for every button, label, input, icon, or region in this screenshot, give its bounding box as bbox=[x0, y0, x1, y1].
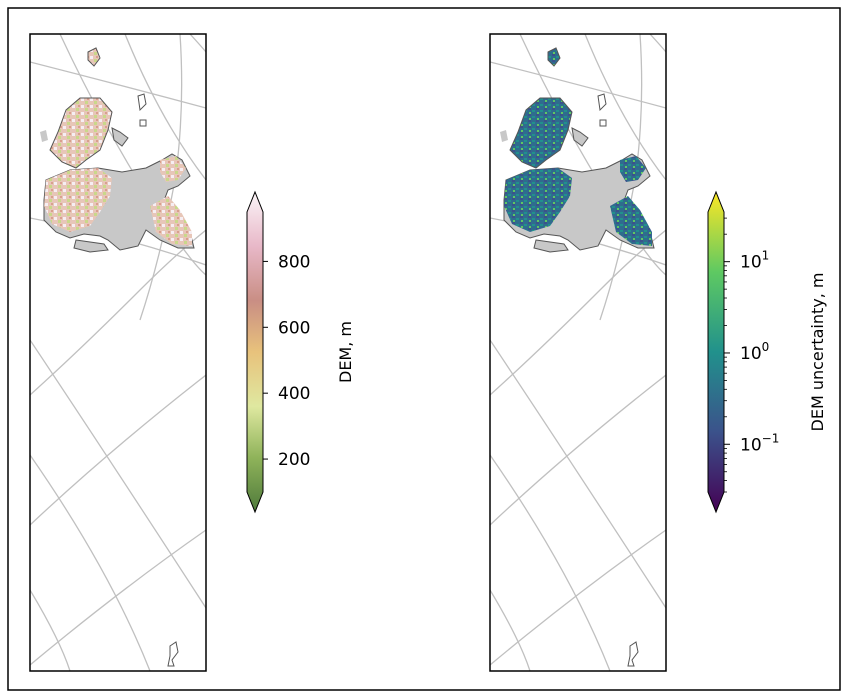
dem-colorbar-body bbox=[246, 190, 264, 514]
dem-map-frame bbox=[29, 33, 207, 672]
tick-label-base: 10 bbox=[740, 344, 762, 364]
dem-colorbar-tick-label: 200 bbox=[278, 450, 310, 470]
uncertainty-colorbar-tick-label: 101 bbox=[740, 249, 769, 273]
dem-colorbar-ticks: 200 400 600 800 bbox=[263, 252, 310, 470]
tick-label-base: 10 bbox=[740, 253, 762, 273]
tick-label-exponent: 0 bbox=[762, 340, 770, 354]
dem-colorbar-tick-label: 400 bbox=[278, 384, 310, 404]
uncertainty-map-panel bbox=[489, 33, 667, 672]
dem-colorbar-label: DEM, m bbox=[336, 321, 355, 383]
graticule bbox=[490, 34, 666, 671]
land-areas bbox=[500, 47, 655, 667]
uncertainty-map-frame bbox=[489, 33, 667, 672]
land-areas bbox=[40, 47, 195, 667]
tick-label-exponent: −1 bbox=[762, 431, 780, 445]
dem-map-panel bbox=[29, 33, 207, 672]
dem-colorbar-tick-label: 600 bbox=[278, 318, 310, 338]
uncertainty-colorbar-body bbox=[707, 190, 725, 514]
uncertainty-colorbar-tick-label: 100 bbox=[740, 340, 769, 364]
tick-label-exponent: 1 bbox=[762, 249, 770, 263]
tick-label-base: 10 bbox=[740, 435, 762, 455]
uncertainty-colorbar-tick-label: 10−1 bbox=[740, 431, 779, 455]
uncertainty-colorbar-label: DEM uncertainty, m bbox=[808, 273, 827, 432]
dem-colorbar: 200 400 600 800 DEM, m bbox=[246, 190, 355, 514]
dem-colorbar-tick-label: 800 bbox=[278, 252, 310, 272]
figure-border bbox=[7, 7, 841, 691]
